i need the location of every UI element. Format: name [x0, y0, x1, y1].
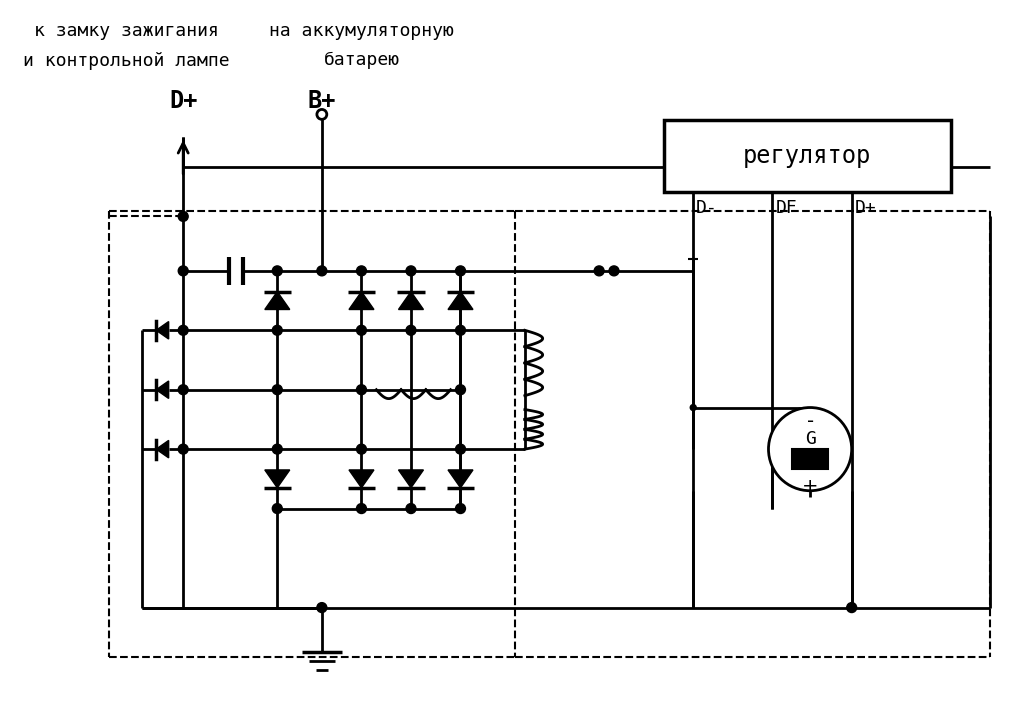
Circle shape	[594, 266, 604, 276]
Polygon shape	[349, 292, 374, 310]
Circle shape	[356, 384, 367, 395]
Text: на аккумуляторную: на аккумуляторную	[269, 22, 454, 40]
Circle shape	[407, 503, 416, 513]
Text: и контрольной лампе: и контрольной лампе	[24, 52, 230, 70]
Polygon shape	[349, 470, 374, 487]
Circle shape	[407, 266, 416, 276]
Circle shape	[356, 266, 367, 276]
Circle shape	[178, 384, 188, 395]
Text: +: +	[802, 477, 818, 496]
Circle shape	[456, 503, 466, 513]
Polygon shape	[157, 441, 169, 458]
Text: G: G	[805, 431, 815, 449]
Polygon shape	[265, 292, 290, 310]
Circle shape	[356, 503, 367, 513]
Text: D+: D+	[169, 89, 198, 112]
FancyBboxPatch shape	[664, 120, 950, 192]
Circle shape	[178, 266, 188, 276]
Text: B+: B+	[307, 89, 336, 112]
Circle shape	[178, 325, 188, 336]
Text: -: -	[807, 412, 814, 431]
Circle shape	[316, 266, 327, 276]
Circle shape	[272, 503, 283, 513]
Circle shape	[356, 444, 367, 454]
Text: батарею: батарею	[324, 51, 399, 69]
Circle shape	[356, 325, 367, 336]
Circle shape	[316, 109, 327, 120]
Circle shape	[768, 408, 852, 491]
Polygon shape	[157, 381, 169, 398]
Text: DF: DF	[775, 199, 797, 217]
Text: D+: D+	[855, 199, 877, 217]
Polygon shape	[449, 470, 473, 487]
Circle shape	[456, 266, 466, 276]
Circle shape	[456, 444, 466, 454]
Circle shape	[272, 444, 283, 454]
Circle shape	[178, 212, 188, 221]
Polygon shape	[449, 292, 473, 310]
Circle shape	[456, 325, 466, 336]
Polygon shape	[398, 292, 424, 310]
Polygon shape	[398, 470, 424, 487]
FancyBboxPatch shape	[793, 449, 828, 469]
Circle shape	[847, 603, 857, 613]
Circle shape	[407, 325, 416, 336]
Text: D-: D-	[696, 199, 718, 217]
Polygon shape	[265, 470, 290, 487]
Circle shape	[316, 603, 327, 613]
Text: к замку зажигания: к замку зажигания	[35, 22, 219, 40]
Circle shape	[609, 266, 618, 276]
Circle shape	[690, 405, 696, 410]
Circle shape	[272, 266, 283, 276]
Text: регулятор: регулятор	[743, 144, 871, 168]
Circle shape	[272, 325, 283, 336]
Circle shape	[272, 384, 283, 395]
Circle shape	[456, 384, 466, 395]
Polygon shape	[157, 322, 169, 339]
Circle shape	[178, 444, 188, 454]
